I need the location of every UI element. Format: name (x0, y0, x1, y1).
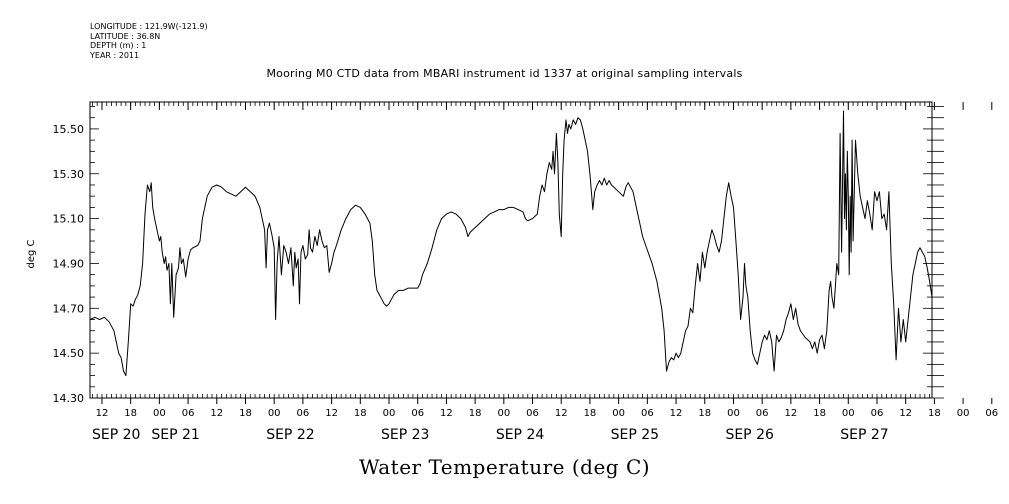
y-tick-label: 14.50 (53, 347, 85, 360)
x-tick-label: 18 (239, 408, 252, 419)
y-tick-label: 15.30 (53, 168, 85, 181)
x-tick-label: 18 (354, 408, 367, 419)
y-tick-label: 14.30 (53, 392, 85, 405)
x-tick-label: 18 (698, 408, 711, 419)
x-tick-label: 00 (153, 408, 166, 419)
x-tick-label: 12 (210, 408, 223, 419)
y-tick-label: 14.70 (53, 302, 85, 315)
x-tick-label: 00 (727, 408, 740, 419)
x-day-label: SEP 27 (840, 427, 888, 443)
x-tick-label: 06 (182, 408, 195, 419)
y-tick-label: 15.50 (53, 123, 85, 136)
x-tick-label: 00 (497, 408, 510, 419)
x-tick-label: 00 (383, 408, 396, 419)
x-tick-label: 06 (641, 408, 654, 419)
x-tick-label: 18 (124, 408, 137, 419)
x-tick-label: 12 (670, 408, 683, 419)
x-tick-label: 00 (612, 408, 625, 419)
x-tick-label: 12 (785, 408, 798, 419)
data-layer (89, 110, 933, 377)
x-tick-label: 12 (899, 408, 912, 419)
x-tick-label: 12 (555, 408, 568, 419)
x-day-label: SEP 25 (611, 427, 659, 443)
x-day-label: SEP 26 (725, 427, 774, 443)
x-tick-label: 18 (584, 408, 597, 419)
x-tick-label: 06 (985, 408, 998, 419)
x-tick-label: 12 (440, 408, 453, 419)
latitude-text: LATITUDE : 36.8N (90, 31, 161, 41)
depth-text: DEPTH (m) : 1 (90, 41, 147, 50)
chart-title: Mooring M0 CTD data from MBARI instrumen… (266, 67, 743, 80)
x-tick-label: 18 (469, 408, 482, 419)
x-tick-label: 18 (928, 408, 941, 419)
x-day-label: SEP 22 (266, 427, 314, 443)
x-tick-label: 06 (526, 408, 539, 419)
series-line (89, 110, 933, 377)
x-day-label: SEP 24 (496, 427, 545, 443)
y-tick-label: 14.90 (53, 257, 85, 270)
x-tick-label: 18 (813, 408, 826, 419)
x-day-label: SEP 23 (381, 427, 429, 443)
axes-layer: 12 18 00 06 12 18 00 06 12 18 00 06 12 18 00 06 12 18 00 06… (53, 101, 998, 443)
y-axis-label: deg C (26, 239, 37, 268)
x-tick-label: 06 (756, 408, 769, 419)
x-axis-label: Water Temperature (deg C) (358, 455, 651, 479)
x-tick-label: 00 (268, 408, 281, 419)
x-day-label: SEP 20 (92, 427, 140, 443)
x-tick-label: 12 (96, 408, 109, 419)
metadata-block: LONGITUDE : 121.9W(-121.9) LATITUDE : 36… (90, 22, 208, 60)
year-text: YEAR : 2011 (90, 50, 140, 60)
x-tick-label: 06 (411, 408, 424, 419)
longitude-text: LONGITUDE : 121.9W(-121.9) (90, 22, 208, 31)
x-tick-label: 06 (871, 408, 884, 419)
x-tick-label: 00 (842, 408, 855, 419)
x-tick-label: 12 (325, 408, 338, 419)
x-day-label: SEP 21 (151, 427, 199, 443)
plot-frame (89, 101, 933, 399)
x-tick-label: 06 (297, 408, 310, 419)
y-tick-label: 15.10 (53, 213, 85, 226)
x-tick-label: 00 (957, 408, 970, 419)
